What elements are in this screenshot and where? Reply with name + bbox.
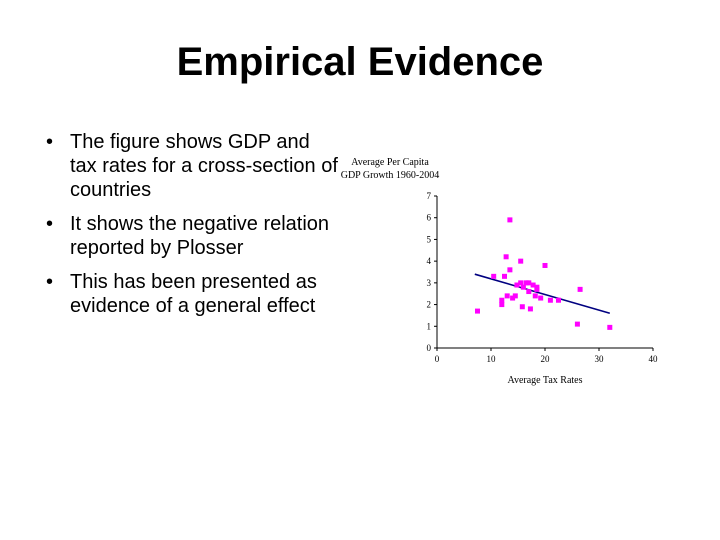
- slide-title: Empirical Evidence: [176, 40, 544, 84]
- bullet-list: • The figure shows GDP and tax rates for …: [40, 130, 340, 328]
- data-point: [518, 258, 524, 264]
- y-axis-label: Average Per Capita GDP Growth 1960-2004: [340, 157, 440, 181]
- data-point: [499, 297, 505, 303]
- data-point: [475, 308, 480, 314]
- data-point: [538, 295, 544, 301]
- data-point: [519, 304, 525, 310]
- data-point: [512, 293, 518, 299]
- data-point: [523, 280, 529, 286]
- data-point: [534, 284, 540, 290]
- data-point: [607, 324, 613, 330]
- y-tick-label: 3: [427, 278, 432, 288]
- data-point: [499, 302, 505, 308]
- bullet-item: • It shows the negative relation reported…: [40, 212, 340, 260]
- y-tick-label: 4: [427, 256, 432, 266]
- bullet-text: It shows the negative relation reported …: [70, 213, 330, 259]
- y-tick-label: 2: [427, 300, 432, 310]
- y-tick-label: 5: [427, 234, 432, 244]
- data-point: [510, 295, 516, 301]
- bullet-dot: •: [46, 213, 54, 235]
- x-tick-label: 20: [541, 354, 551, 364]
- data-point: [504, 293, 510, 299]
- x-axis-label: Average Tax Rates: [507, 375, 583, 386]
- data-point: [527, 306, 533, 312]
- data-point: [520, 284, 526, 290]
- data-point: [556, 297, 561, 303]
- chart-canvas: 0 1 2 3 4 5 6 7 0 10 20 30 40: [427, 191, 659, 364]
- data-point: [530, 282, 536, 288]
- trend-line: [474, 273, 611, 315]
- bullet-dot: •: [46, 271, 54, 293]
- x-tick-label: 40: [649, 354, 659, 364]
- data-point: [502, 273, 507, 279]
- data-point: [518, 280, 524, 286]
- data-point: [507, 267, 513, 273]
- bullet-text: This has been presented as evidence of a…: [70, 271, 317, 317]
- y-tick-label: 0: [427, 343, 432, 353]
- data-point: [542, 262, 548, 268]
- x-tick-label: 10: [487, 354, 497, 364]
- y-tick-label: 6: [427, 213, 432, 223]
- scatter-chart: Average Per Capita GDP Growth 1960-2004 …: [340, 150, 680, 400]
- x-tick-label: 0: [435, 354, 440, 364]
- bullet-item: • The figure shows GDP and tax rates for …: [40, 130, 340, 202]
- data-point: [574, 321, 580, 327]
- bullet-dot: •: [46, 131, 54, 153]
- x-tick-label: 30: [595, 354, 605, 364]
- bullet-text: The figure shows GDP and tax rates for a…: [70, 131, 338, 201]
- data-point: [526, 289, 532, 295]
- data-point: [526, 280, 532, 286]
- data-point: [507, 217, 513, 223]
- data-point: [547, 297, 553, 303]
- data-point: [503, 254, 509, 260]
- y-tick-label: 1: [427, 321, 432, 331]
- data-point: [514, 282, 520, 288]
- bullet-item: • This has been presented as evidence of …: [40, 270, 340, 318]
- data-point: [577, 286, 583, 292]
- data-point: [491, 273, 497, 279]
- y-tick-label: 7: [427, 191, 432, 201]
- data-point: [532, 293, 538, 299]
